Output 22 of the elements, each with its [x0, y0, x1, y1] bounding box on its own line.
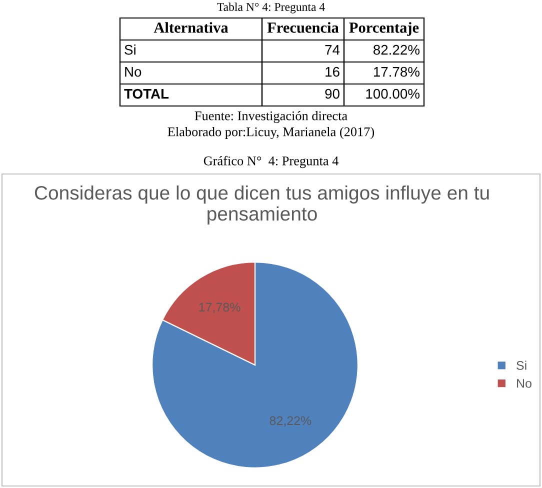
text: 16	[326, 66, 340, 77]
text: 90	[325, 88, 340, 99]
pie-slice	[152, 262, 358, 468]
text: 100.00%	[366, 88, 420, 99]
text: 74	[325, 45, 340, 55]
text: Porcentaje	[349, 22, 419, 36]
text: Si	[124, 44, 136, 55]
legend-label: Si	[516, 360, 526, 370]
data-label: 82,22%	[270, 416, 312, 427]
source-note: Fuente: Investigación directa	[194, 110, 348, 124]
text: 82.22%	[374, 44, 420, 55]
text: Elaborado por:Licuy, Marianela (2017)	[168, 127, 374, 139]
chart-title: Consideras que lo que dicen tus amigos influye en tu pensamiento	[34, 185, 489, 225]
text: TOTAL	[124, 88, 169, 99]
text: 17.78%	[374, 66, 420, 77]
text: Alternativa	[154, 22, 228, 33]
text: Frecuencia	[267, 22, 339, 33]
data-label: 17,78%	[199, 302, 240, 314]
text: Tabla N° 4: Pregunta 4	[217, 2, 325, 14]
legend-label: No	[517, 379, 532, 388]
text: No	[125, 67, 142, 77]
text: Gráfico N° 4: Pregunta 4	[204, 156, 338, 168]
